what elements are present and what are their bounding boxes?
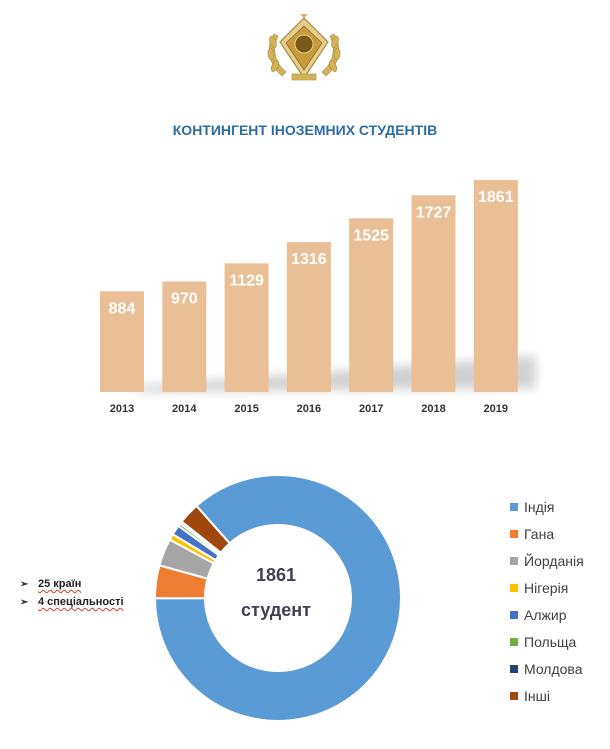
donut-legend: Індія Гана Йорданія Нігерія Алжир Польща Молдо…	[510, 493, 584, 709]
x-tick-label: 2015	[234, 403, 258, 415]
bar-data-label: 970	[171, 291, 198, 308]
donut-center-unit: студент	[241, 600, 311, 620]
bar-chart: 884 970 1129 1316 1525 1727 1861 2013 2014 2015 2…	[100, 180, 536, 415]
bar-2015	[224, 263, 269, 392]
legend-label: Гана	[524, 525, 555, 542]
legend-label: Йорданія	[524, 552, 584, 569]
legend-item: Інші	[510, 682, 584, 709]
legend-item: Молдова	[510, 655, 584, 682]
bar-data-label: 1861	[478, 189, 514, 206]
bar-2016	[286, 242, 331, 392]
chart-title: КОНТИНГЕНТ ІНОЗЕМНИХ СТУДЕНТІВ	[172, 122, 438, 138]
legend-label: Нігерія	[524, 579, 569, 596]
legend-label: Польща	[524, 633, 577, 650]
legend-swatch	[510, 583, 518, 592]
bar-data-label: 884	[109, 300, 136, 317]
donut-center-value: 1861	[255, 565, 297, 585]
bar-data-label: 1525	[353, 227, 389, 244]
notes-list: ➢ 25 країн ➢ 4 спеціальності	[20, 575, 124, 611]
x-tick-label: 2016	[297, 403, 321, 415]
bar-2019	[473, 180, 518, 392]
legend-item: Йорданія	[510, 547, 584, 574]
bar-data-label: 1316	[291, 251, 327, 268]
x-tick-label: 2013	[110, 403, 134, 415]
bar-2014	[162, 281, 207, 392]
x-tick-label: 2018	[421, 403, 445, 415]
note-text: 25 країн	[38, 578, 82, 590]
donut-slice-7	[180, 504, 232, 555]
legend-label: Індія	[524, 498, 555, 515]
arrow-bullet-icon: ➢	[20, 596, 29, 608]
legend-swatch	[510, 529, 518, 538]
bar-2018	[411, 195, 456, 392]
legend-swatch	[510, 664, 518, 673]
x-tick-label: 2017	[359, 403, 383, 415]
legend-item: Польща	[510, 628, 584, 655]
donut-slice-0	[153, 474, 402, 722]
legend-item: Індія	[510, 493, 584, 520]
legend-swatch	[510, 637, 518, 646]
legend-swatch	[510, 556, 518, 565]
legend-swatch	[510, 691, 518, 700]
arrow-bullet-icon: ➢	[20, 578, 29, 590]
legend-label: Алжир	[524, 606, 567, 623]
note-item: ➢ 25 країн	[20, 575, 124, 593]
note-item: ➢ 4 спеціальності	[20, 593, 124, 611]
bar-data-label: 1129	[229, 272, 264, 289]
bar-2013	[100, 291, 144, 392]
note-text: 4 спеціальності	[38, 596, 124, 608]
x-tick-label: 2014	[172, 403, 197, 415]
legend-swatch	[510, 502, 518, 511]
legend-label: Молдова	[524, 660, 583, 677]
bar-2017	[349, 218, 394, 392]
legend-item: Нігерія	[510, 574, 584, 601]
legend-item: Гана	[510, 520, 584, 547]
legend-label: Інші	[524, 687, 550, 704]
legend-swatch	[510, 610, 518, 619]
x-tick-label: 2019	[484, 403, 508, 415]
university-emblem-icon	[267, 14, 341, 81]
bar-data-label: 1727	[416, 204, 452, 221]
legend-item: Алжир	[510, 601, 584, 628]
